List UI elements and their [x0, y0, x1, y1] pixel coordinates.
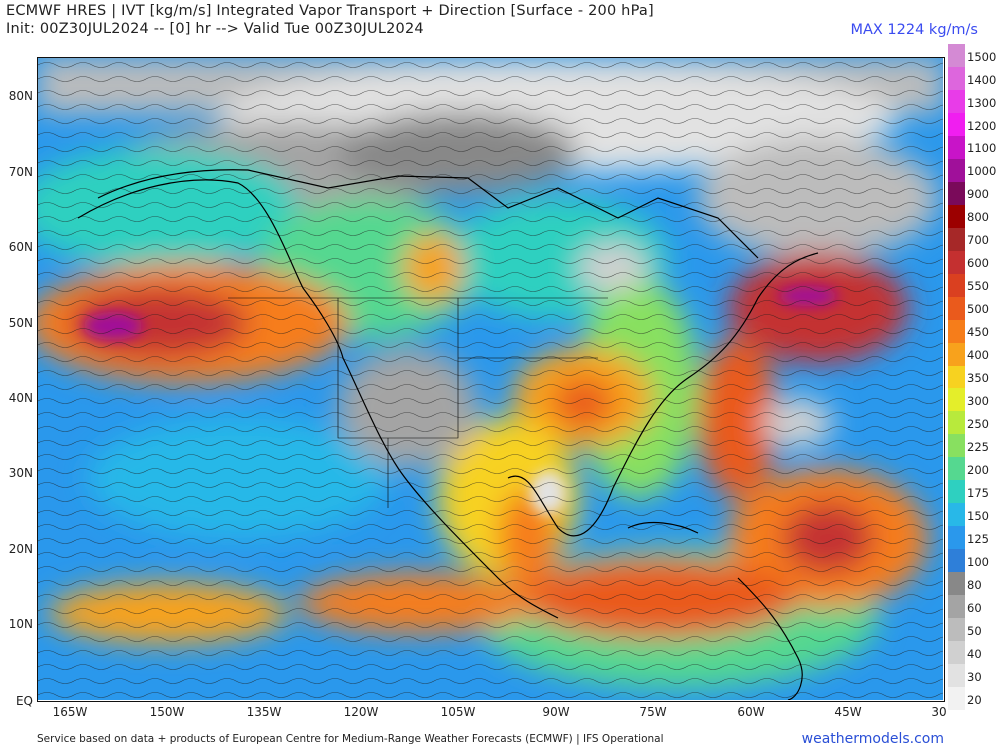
- colorbar-label: 1400: [967, 72, 997, 87]
- colorbar-cell: [948, 296, 965, 321]
- lat-label-70n: 70N: [8, 165, 33, 179]
- colorbar-cell: [948, 411, 965, 435]
- colorbar-cell: [948, 250, 965, 275]
- lat-label-50n: 50N: [8, 316, 33, 330]
- colorbar-label: 1000: [967, 164, 997, 179]
- colorbar-label: 800: [967, 210, 989, 225]
- colorbar-cell: [948, 112, 965, 137]
- colorbar-cell: [948, 66, 965, 91]
- colorbar-label: 60: [967, 600, 982, 615]
- colorbar-label: 350: [967, 371, 989, 386]
- chart-subtitle: Init: 00Z30JUL2024 -- [0] hr --> Valid T…: [6, 21, 424, 37]
- colorbar-label: 600: [967, 256, 989, 271]
- colorbar-label: 30: [967, 669, 982, 684]
- colorbar-label: 450: [967, 325, 989, 340]
- colorbar-cell: [948, 89, 965, 114]
- colorbar-label: 40: [967, 646, 982, 661]
- chart-title: ECMWF HRES | IVT [kg/m/s] Integrated Vap…: [6, 3, 654, 19]
- colorbar-label: 125: [967, 531, 989, 546]
- colorbar-cell: [948, 503, 965, 527]
- lat-label-40n: 40N: [8, 391, 33, 405]
- colorbar-cell: [948, 158, 965, 183]
- lon-label-30: 30: [931, 705, 947, 719]
- colorbar-label: 500: [967, 302, 989, 317]
- lon-label-60w: 60W: [737, 705, 765, 719]
- colorbar-cell: [948, 227, 965, 252]
- colorbar: [948, 44, 965, 711]
- lon-label-90w: 90W: [542, 705, 570, 719]
- colorbar-cell: [948, 342, 965, 366]
- lon-label-120w: 120W: [343, 705, 379, 719]
- lon-label-150w: 150W: [149, 705, 185, 719]
- colorbar-label: 20: [967, 692, 982, 707]
- colorbar-cell: [948, 687, 965, 711]
- colorbar-label: 175: [967, 485, 989, 500]
- colorbar-label: 400: [967, 348, 989, 363]
- colorbar-label: 1500: [967, 49, 997, 64]
- colorbar-cell: [948, 135, 965, 160]
- colorbar-cell: [948, 664, 965, 688]
- lon-label-75w: 75W: [639, 705, 667, 719]
- colorbar-cell: [948, 595, 965, 619]
- colorbar-label: 225: [967, 440, 989, 455]
- colorbar-label: 250: [967, 417, 989, 432]
- colorbar-cell: [948, 319, 965, 344]
- colorbar-cell: [948, 480, 965, 504]
- colorbar-cell: [948, 457, 965, 481]
- colorbar-label: 100: [967, 554, 989, 569]
- lon-label-45w: 45W: [834, 705, 862, 719]
- lon-label-165w: 165W: [52, 705, 88, 719]
- lat-label-30n: 30N: [8, 466, 33, 480]
- max-value-label: MAX 1224 kg/m/s: [850, 22, 978, 38]
- colorbar-label: 1200: [967, 118, 997, 133]
- colorbar-label: 700: [967, 233, 989, 248]
- colorbar-label: 550: [967, 279, 989, 294]
- colorbar-cell: [948, 181, 965, 206]
- colorbar-label: 1100: [967, 141, 997, 156]
- colorbar-cell: [948, 273, 965, 298]
- colorbar-cell: [948, 572, 965, 596]
- colorbar-label: 80: [967, 577, 982, 592]
- ivt-field: [38, 58, 943, 700]
- colorbar-label: 1300: [967, 95, 997, 110]
- lat-label-80n: 80N: [8, 89, 33, 103]
- lon-label-135w: 135W: [246, 705, 282, 719]
- colorbar-cell: [948, 388, 965, 412]
- lat-label-20n: 20N: [8, 542, 33, 556]
- colorbar-cell: [948, 549, 965, 573]
- colorbar-cell: [948, 618, 965, 642]
- lat-label-60n: 60N: [8, 240, 33, 254]
- ivt-map: [37, 57, 945, 702]
- colorbar-cell: [948, 641, 965, 665]
- lon-label-105w: 105W: [440, 705, 476, 719]
- colorbar-label: 200: [967, 463, 989, 477]
- colorbar-label: 150: [967, 508, 989, 523]
- colorbar-cell: [948, 204, 965, 229]
- colorbar-label: 50: [967, 623, 982, 638]
- lat-label-10n: 10N: [8, 617, 33, 631]
- colorbar-cell: [948, 44, 965, 68]
- colorbar-label: 300: [967, 394, 989, 409]
- colorbar-cell: [948, 365, 965, 389]
- colorbar-cell: [948, 434, 965, 458]
- brand-link[interactable]: weathermodels.com: [801, 731, 944, 747]
- colorbar-cell: [948, 526, 965, 550]
- colorbar-label: 900: [967, 187, 989, 202]
- data-credit: Service based on data + products of Euro…: [37, 733, 664, 745]
- lat-label-eq: EQ: [15, 694, 33, 708]
